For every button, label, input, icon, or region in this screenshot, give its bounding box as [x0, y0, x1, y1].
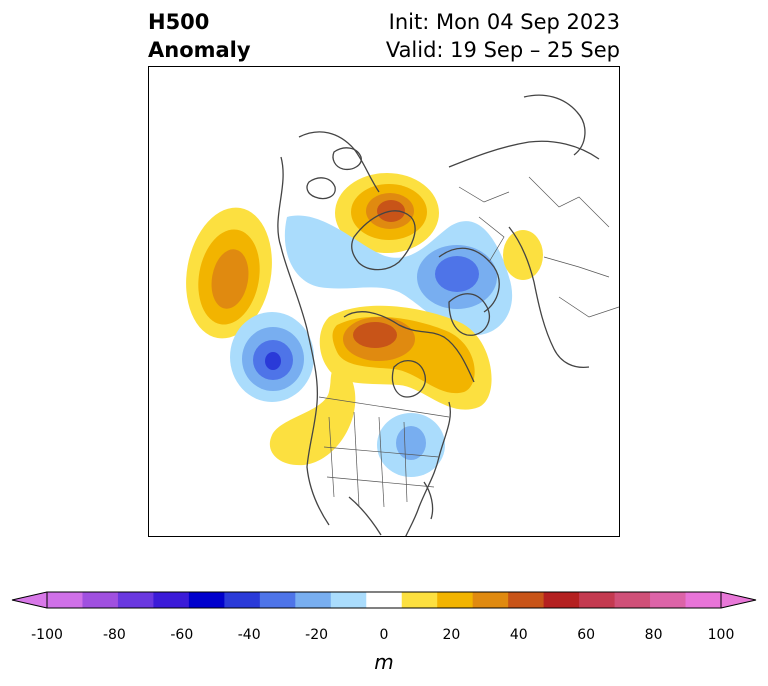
asia-border-3 [558, 296, 619, 318]
colorbar-outline [46, 591, 722, 609]
colorbar-segment [650, 592, 687, 608]
colorbar [11, 591, 757, 609]
colorbar-segment [366, 592, 403, 608]
colorbar-segment [188, 592, 225, 608]
anomaly-negative-eastus [377, 413, 445, 477]
colorbar-arrow-outline-right [720, 591, 757, 609]
canadian-arctic-coast [343, 311, 475, 383]
colorbar-segment [579, 592, 616, 608]
anomaly-positive-westus [269, 367, 356, 466]
asia-border-1 [528, 176, 610, 228]
us-state-line-6 [326, 476, 435, 488]
colorbar-segment [117, 592, 155, 608]
colorbar-tick-label: 80 [644, 627, 663, 643]
us-state-line-2 [353, 411, 360, 508]
colorbar-tick-label: -60 [170, 627, 194, 643]
valid-time: Valid: 19 Sep – 25 Sep [385, 38, 620, 62]
russia-far-east [523, 94, 586, 156]
colorbar-tick-label: -20 [305, 627, 329, 643]
greenland [351, 210, 416, 271]
florida [423, 481, 434, 520]
anomaly-map [186, 94, 619, 536]
anomaly-positive-eastasia [503, 230, 543, 280]
map-title: H500 Anomaly [148, 8, 251, 64]
colorbar-segment [224, 592, 261, 608]
colorbar-segment [259, 592, 296, 608]
central-america [348, 496, 382, 536]
colorbar-extend-max [721, 592, 756, 608]
colorbar-tick-label: -80 [102, 627, 126, 643]
colorbar-segment [685, 592, 722, 608]
eurasia-north-coast [448, 140, 600, 168]
europe-border-2 [458, 186, 510, 203]
colorbar-segment [82, 592, 119, 608]
colorbar-segment [543, 592, 580, 608]
coastlines [277, 94, 600, 536]
asia-border-2 [543, 256, 610, 278]
colorbar-segment [330, 592, 367, 608]
anomaly-positive-canada [319, 305, 492, 410]
europe-border-1 [478, 216, 505, 263]
us-state-line-4 [403, 421, 408, 503]
hudson-bay [391, 360, 426, 398]
colorbar-segment [47, 592, 84, 608]
anomaly-negative-pacific [230, 312, 314, 402]
east-asia-coast [508, 226, 590, 369]
colorbar-tick-label: -100 [31, 627, 63, 643]
arctic-islands-2 [332, 147, 362, 171]
us-state-line-5 [323, 446, 440, 458]
colorbar-segment [153, 592, 190, 608]
us-state-line-3 [378, 416, 385, 508]
colorbar-segment [295, 592, 332, 608]
colorbar-segment [508, 592, 545, 608]
title-field: Anomaly [148, 38, 251, 62]
colorbar-segment [472, 592, 509, 608]
colorbar-segments [47, 592, 722, 608]
colorbar-tick-label: 60 [577, 627, 596, 643]
map-panel [148, 66, 620, 537]
colorbar-segment [614, 592, 651, 608]
init-time: Init: Mon 04 Sep 2023 [388, 10, 620, 34]
arctic-islands-1 [306, 177, 336, 200]
colorbar-tick-label: 100 [707, 627, 735, 643]
colorbar-tick-label: 0 [379, 627, 389, 643]
scandinavia [448, 293, 490, 336]
us-east-coast [405, 401, 451, 536]
colorbar-tick-label: 20 [442, 627, 461, 643]
map-subtitle: Init: Mon 04 Sep 2023 Valid: 19 Sep – 25… [386, 8, 620, 64]
colorbar-arrow-outline-left [11, 591, 48, 609]
anomaly-positive-pacific [186, 207, 272, 339]
colorbar-tick-label: 40 [509, 627, 528, 643]
us-canada-border [318, 396, 450, 418]
colorbar-units: m [374, 650, 394, 674]
anomaly-fills [186, 173, 543, 477]
title-variable: H500 [148, 10, 210, 34]
colorbar-tick-label: -40 [237, 627, 261, 643]
us-state-line-1 [328, 416, 335, 498]
europe-coast [438, 247, 500, 313]
anomaly-negative-band [284, 215, 513, 336]
colorbar-segment [401, 592, 438, 608]
political-borders [318, 176, 619, 508]
colorbar-extend-min [12, 592, 47, 608]
north-america-west-coast [277, 156, 330, 526]
colorbar-segment [437, 592, 474, 608]
